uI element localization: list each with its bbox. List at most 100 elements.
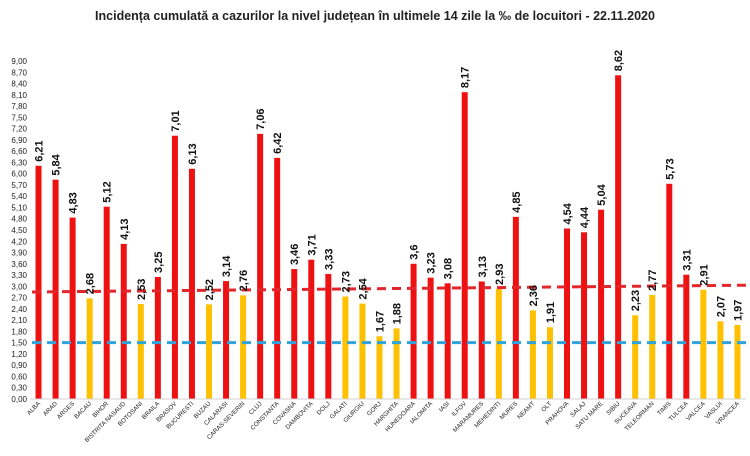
data-label: 2,91 [698, 264, 710, 285]
bar [461, 92, 468, 399]
data-label: 2,93 [494, 264, 506, 285]
bar [410, 263, 417, 399]
data-label: 4,54 [562, 202, 574, 224]
data-label: 5,84 [51, 153, 63, 175]
bar [223, 281, 230, 399]
data-label: 3,14 [221, 255, 233, 277]
data-label: 2,52 [204, 279, 216, 300]
data-label: 5,04 [596, 183, 608, 205]
data-label: 6,13 [187, 143, 199, 164]
y-tick-label: 5,10 [11, 203, 27, 212]
data-label: 3,31 [681, 249, 693, 270]
data-label: 2,68 [85, 273, 97, 294]
bar [171, 135, 178, 400]
y-tick-label: 5,40 [11, 192, 27, 201]
data-label: 2,77 [647, 270, 659, 291]
bar [478, 281, 485, 399]
y-tick-label: 6,60 [11, 147, 27, 156]
data-label: 4,85 [511, 191, 523, 212]
data-label: 7,06 [255, 108, 267, 129]
bar [86, 298, 93, 399]
y-tick-label: 6,90 [11, 136, 27, 145]
y-tick-label: 3,60 [11, 260, 27, 269]
y-tick-label: 3,90 [11, 249, 27, 258]
category-label: ARGES [56, 400, 76, 420]
value-labels: 6,21 5,84 4,83 2,68 5,12 4,13 2,53 3,25 7,01 6,13… [34, 50, 745, 332]
data-label: 7,01 [170, 110, 182, 131]
bar [35, 165, 42, 399]
y-tick-label: 1,20 [11, 350, 27, 359]
y-tick-label: 1,50 [11, 339, 27, 348]
data-label: 3,08 [443, 258, 455, 279]
y-tick-label: 2,70 [11, 294, 27, 303]
y-tick-label: 4,80 [11, 215, 27, 224]
bar [291, 269, 298, 399]
bar [257, 133, 264, 399]
y-tick-label: 8,10 [11, 91, 27, 100]
category-label: NEAMT [516, 400, 536, 420]
data-label: 2,54 [357, 277, 369, 299]
bar [188, 168, 195, 399]
y-tick-label: 2,10 [11, 316, 27, 325]
bar [649, 294, 656, 399]
y-tick-label: 1,80 [11, 327, 27, 336]
category-label: BACAU [73, 400, 93, 420]
bar [240, 295, 247, 399]
bar [598, 209, 605, 399]
data-label: 2,07 [715, 296, 727, 317]
data-label: 1,67 [374, 311, 386, 332]
bar [581, 232, 588, 399]
bar [615, 75, 622, 399]
data-label: 3,25 [153, 252, 165, 273]
data-label: 5,12 [102, 181, 114, 202]
data-label: 2,53 [136, 279, 148, 300]
y-tick-label: 0,30 [11, 384, 27, 393]
bar [308, 259, 315, 399]
y-tick-label: 4,50 [11, 226, 27, 235]
chart-title: Incidența cumulată a cazurilor la nivel … [95, 9, 655, 23]
y-tick-label: 2,40 [11, 305, 27, 314]
data-label: 3,71 [306, 234, 318, 255]
y-tick-label: 7,50 [11, 113, 27, 122]
category-label: VALCEA [685, 400, 708, 423]
data-label: 8,62 [613, 50, 625, 71]
data-label: 2,73 [340, 271, 352, 292]
data-label: 6,42 [272, 132, 284, 153]
y-tick-label: 0,60 [11, 372, 27, 381]
y-tick-label: 4,20 [11, 237, 27, 246]
bar [103, 206, 110, 399]
bar [342, 296, 349, 399]
data-label: 3,6 [409, 245, 421, 260]
data-label: 4,83 [68, 192, 80, 213]
data-label: 3,33 [323, 249, 335, 270]
y-tick-label: 7,80 [11, 102, 27, 111]
y-tick-label: 9,00 [11, 57, 27, 66]
data-label: 1,97 [732, 300, 744, 321]
y-tick-label: 3,00 [11, 282, 27, 291]
bar [137, 303, 144, 399]
y-tick-label: 0,00 [11, 395, 27, 404]
bar [52, 179, 59, 399]
bar [120, 243, 127, 399]
y-tick-label: 8,70 [11, 68, 27, 77]
data-label: 2,76 [238, 270, 250, 291]
bar [512, 216, 519, 399]
bar [427, 277, 434, 399]
y-tick-label: 6,00 [11, 170, 27, 179]
y-tick-label: 0,90 [11, 361, 27, 370]
bars [35, 75, 741, 400]
data-label: 2,23 [630, 290, 642, 311]
bar [734, 325, 741, 399]
category-label: MURES [499, 400, 520, 421]
bar [546, 327, 553, 399]
data-label: 1,91 [545, 302, 557, 323]
data-label: 4,44 [579, 206, 591, 228]
data-label: 3,23 [426, 252, 438, 273]
bar [632, 315, 639, 399]
y-tick-label: 7,20 [11, 125, 27, 134]
bar [69, 217, 76, 399]
data-label: 3,13 [477, 256, 489, 277]
y-tick-label: 5,70 [11, 181, 27, 190]
data-label: 1,88 [392, 303, 404, 324]
